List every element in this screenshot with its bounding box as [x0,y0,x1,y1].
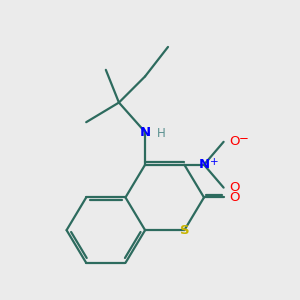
Text: +: + [209,157,218,167]
Text: N: N [198,158,209,171]
Text: −: − [239,132,249,145]
Text: O: O [230,135,240,148]
Text: H: H [157,127,165,140]
Text: S: S [179,224,189,237]
Text: O: O [230,191,240,204]
Text: N: N [140,125,151,139]
Text: O: O [230,181,240,194]
